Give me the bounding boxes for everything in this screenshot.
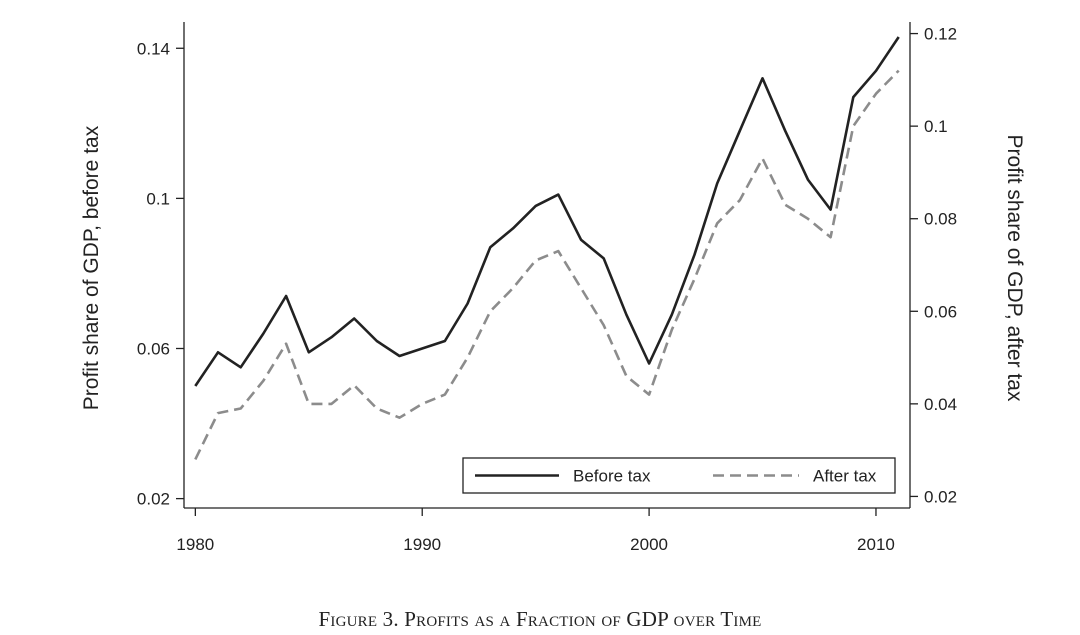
left-tick-label: 0.02 [137, 490, 170, 509]
x-tick-label: 1980 [176, 535, 214, 554]
figure-caption: Figure 3. Profits as a Fraction of GDP o… [318, 607, 762, 631]
right-tick-label: 0.08 [924, 210, 957, 229]
left-tick-label: 0.06 [137, 340, 170, 359]
chart-svg: 0.020.060.10.14 0.020.040.060.080.10.12 … [80, 22, 1026, 554]
right-y-axis: 0.02 0.04 0.06 0.08 0.1 0.12 [909, 22, 957, 508]
right-tick-label: 0.12 [924, 25, 957, 44]
right-tick-label: 0.04 [924, 395, 957, 414]
right-axis-title: Profit share of GDP, after tax [1003, 135, 1026, 402]
right-tick-label: 0.02 [924, 487, 957, 506]
left-y-axis: 0.02 0.06 0.1 0.14 [137, 22, 185, 509]
legend-label-before-tax: Before tax [573, 467, 651, 486]
series-layer [194, 36, 900, 460]
x-tick-label: 1990 [403, 535, 441, 554]
series-line-before-tax [194, 36, 900, 387]
left-tick-label: 0.14 [137, 39, 170, 58]
right-tick-label: 0.1 [924, 117, 948, 136]
series-line-after-tax [194, 69, 900, 460]
x-axis: 1980 1990 2000 2010 [176, 507, 910, 554]
left-axis-title: Profit share of GDP, before tax [80, 125, 103, 410]
right-tick-label: 0.06 [924, 302, 957, 321]
legend-label-after-tax: After tax [813, 467, 877, 486]
legend: Before tax After tax [462, 457, 896, 494]
x-tick-label: 2010 [857, 535, 895, 554]
left-tick-label: 0.1 [146, 189, 170, 208]
x-tick-label: 2000 [630, 535, 668, 554]
